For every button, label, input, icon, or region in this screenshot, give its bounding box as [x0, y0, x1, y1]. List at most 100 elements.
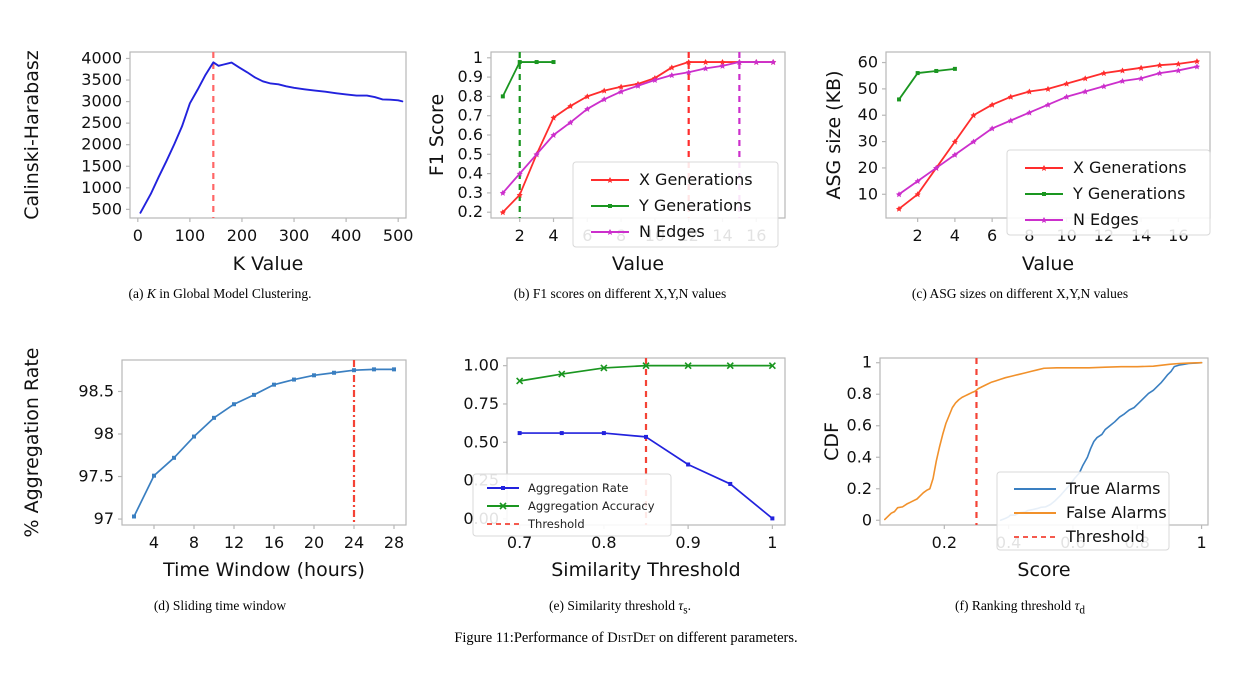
legend-label: Threshold: [1065, 527, 1145, 546]
plot-d: 4 8 12 16 20 24 28 97 97.5 98 98.5 Time Window (hou…: [21, 348, 407, 581]
legend-label: Y Generations: [638, 196, 751, 215]
legend-f: True Alarms False Alarms Threshold: [996, 471, 1170, 551]
y-tick-label: 0.8: [847, 384, 872, 403]
caption-e: (e) Similarity threshold τs.: [450, 598, 790, 617]
y-tick-label: 0.50: [463, 432, 499, 451]
y-tick-label: 0.9: [458, 67, 483, 86]
x-tick-label: 0.7: [507, 533, 532, 552]
y-tick-label: 0.6: [847, 416, 872, 435]
x-tick-label: 24: [344, 533, 364, 552]
y-tick-label: 98.5: [78, 381, 114, 400]
series-line-f-1: [884, 361, 1203, 521]
caption-e-tau: τ: [678, 598, 684, 613]
x-tick-label: 20: [304, 533, 324, 552]
caption-f-prefix: (f) Ranking threshold: [954, 598, 1075, 613]
figure-number: Figure 11:: [454, 630, 514, 646]
x-tick-label: 6: [987, 226, 997, 245]
plot-frame-d: [121, 359, 407, 526]
x-tick-label: 400: [331, 226, 362, 245]
caption-a: (a) K in Global Model Clustering.: [50, 286, 390, 302]
y-tick-label: 40: [858, 105, 878, 124]
legend-c: X Generations Y Generations N Edges: [1006, 149, 1211, 236]
y-tick-label: 97.5: [78, 467, 114, 486]
y-tick-label: 1500: [81, 156, 122, 175]
caption-f-tau: τ: [1074, 598, 1080, 613]
y-tick-label: 1: [473, 48, 483, 67]
y-tick-label: 0: [862, 510, 872, 529]
plot-b: 2468101214160.20.30.40.50.60.70.80.91Val…: [426, 48, 786, 275]
x-axis-label-d: Time Window (hours): [162, 559, 365, 581]
x-tick-label: 100: [175, 226, 206, 245]
axis-ticks-a: 0 100 200 300 400 500 500 1000 1500 2000 2500 3000 3…: [81, 48, 413, 245]
x-tick-label: 0: [133, 226, 143, 245]
x-axis-label-c: Value: [1022, 253, 1074, 275]
caption-a-symbol: K: [146, 286, 156, 301]
figure-system-name: DistDet: [607, 630, 656, 646]
legend-label: True Alarms: [1065, 479, 1160, 498]
subplot-d: 4 8 12 16 20 24 28 97 97.5 98 98.5 Time Window (hou…: [18, 334, 418, 589]
y-axis-label-a: Calinski-Harabasz: [21, 50, 43, 220]
plot-e: 0.70.80.910.000.250.500.751.00Similarity…: [463, 356, 786, 581]
y-axis-label-c: ASG size (KB): [823, 70, 845, 199]
x-tick-label: 1: [1196, 533, 1206, 552]
caption-c: (c) ASG sizes on different X,Y,N values: [911, 286, 1129, 301]
y-tick-label: 3000: [81, 92, 122, 111]
series-line-b-1: [501, 61, 555, 98]
y-tick-label: 4000: [81, 48, 122, 67]
y-tick-label: 1000: [81, 178, 122, 197]
x-axis-label-f: Score: [1017, 559, 1070, 581]
figure-title-prefix: Performance of: [513, 630, 608, 646]
caption-f-subscript: d: [1079, 604, 1086, 617]
caption-a-suffix: in Global Model Clustering.: [155, 286, 312, 301]
y-tick-label: 500: [91, 199, 122, 218]
plot-f: 0.20.40.60.8100.20.40.60.81ScoreCDFTrue …: [821, 353, 1209, 581]
subplot-b: 2468101214160.20.30.40.50.60.70.80.91Val…: [425, 22, 797, 284]
y-tick-label: 0.4: [458, 164, 483, 183]
y-tick-label: 0.8: [458, 86, 483, 105]
y-tick-label: 1: [862, 353, 872, 372]
legend-label: N Edges: [639, 222, 705, 241]
figure-title-suffix: on different parameters.: [655, 630, 798, 646]
y-tick-label: 98: [94, 424, 114, 443]
y-tick-label: 0.2: [458, 202, 483, 221]
x-tick-label: 1: [767, 533, 777, 552]
x-axis-label-a: K Value: [233, 253, 304, 275]
y-tick-label: 60: [858, 53, 878, 72]
y-tick-label: 0.7: [458, 106, 483, 125]
plot-a: 0 100 200 300 400 500 500 1000 1500 2000 2500 3000 3…: [21, 48, 413, 275]
y-tick-label: 2500: [81, 113, 122, 132]
legend-label: Threshold: [527, 517, 585, 531]
x-tick-label: 300: [279, 226, 310, 245]
y-tick-label: 10: [858, 184, 878, 203]
legend-label: Y Generations: [1072, 184, 1185, 203]
x-tick-label: 16: [264, 533, 284, 552]
figure-title: Figure 11:Performance of DistDet on diff…: [0, 630, 1252, 647]
y-tick-label: 0.4: [847, 447, 872, 466]
x-tick-label: 0.2: [932, 533, 957, 552]
y-tick-label: 50: [858, 79, 878, 98]
x-tick-label: 12: [224, 533, 244, 552]
subplot-a: 0 100 200 300 400 500 500 1000 1500 2000 2500 3000 3…: [18, 22, 418, 284]
x-tick-label: 2: [913, 226, 923, 245]
subplot-f: 0.20.40.60.8100.20.40.60.81ScoreCDFTrue …: [821, 334, 1222, 589]
subplot-e: 0.70.80.910.000.250.500.751.00Similarity…: [425, 334, 797, 589]
legend-label: X Generations: [1073, 158, 1187, 177]
legend-label: False Alarms: [1066, 503, 1167, 522]
x-tick-label: 2: [515, 226, 525, 245]
x-tick-label: 8: [189, 533, 199, 552]
y-tick-label: 1.00: [463, 356, 499, 375]
y-tick-label: 0.75: [463, 394, 499, 413]
caption-e-prefix: (e) Similarity threshold: [549, 598, 679, 613]
y-tick-label: 0.6: [458, 125, 483, 144]
x-tick-label: 4: [548, 226, 558, 245]
caption-e-suffix: .: [687, 598, 691, 613]
axis-ticks-d: 4 8 12 16 20 24 28 97 97.5 98 98.5: [78, 381, 404, 552]
x-axis-label-e: Similarity Threshold: [551, 559, 741, 581]
x-axis-label-b: Value: [612, 253, 664, 275]
y-axis-label-d: % Aggregation Rate: [21, 348, 43, 538]
legend-label: Aggregation Rate: [528, 481, 628, 495]
caption-e-subscript: s: [683, 604, 688, 617]
legend-e: Aggregation Rate Aggregation Accuracy Thre…: [472, 473, 672, 537]
y-tick-label: 3500: [81, 70, 122, 89]
